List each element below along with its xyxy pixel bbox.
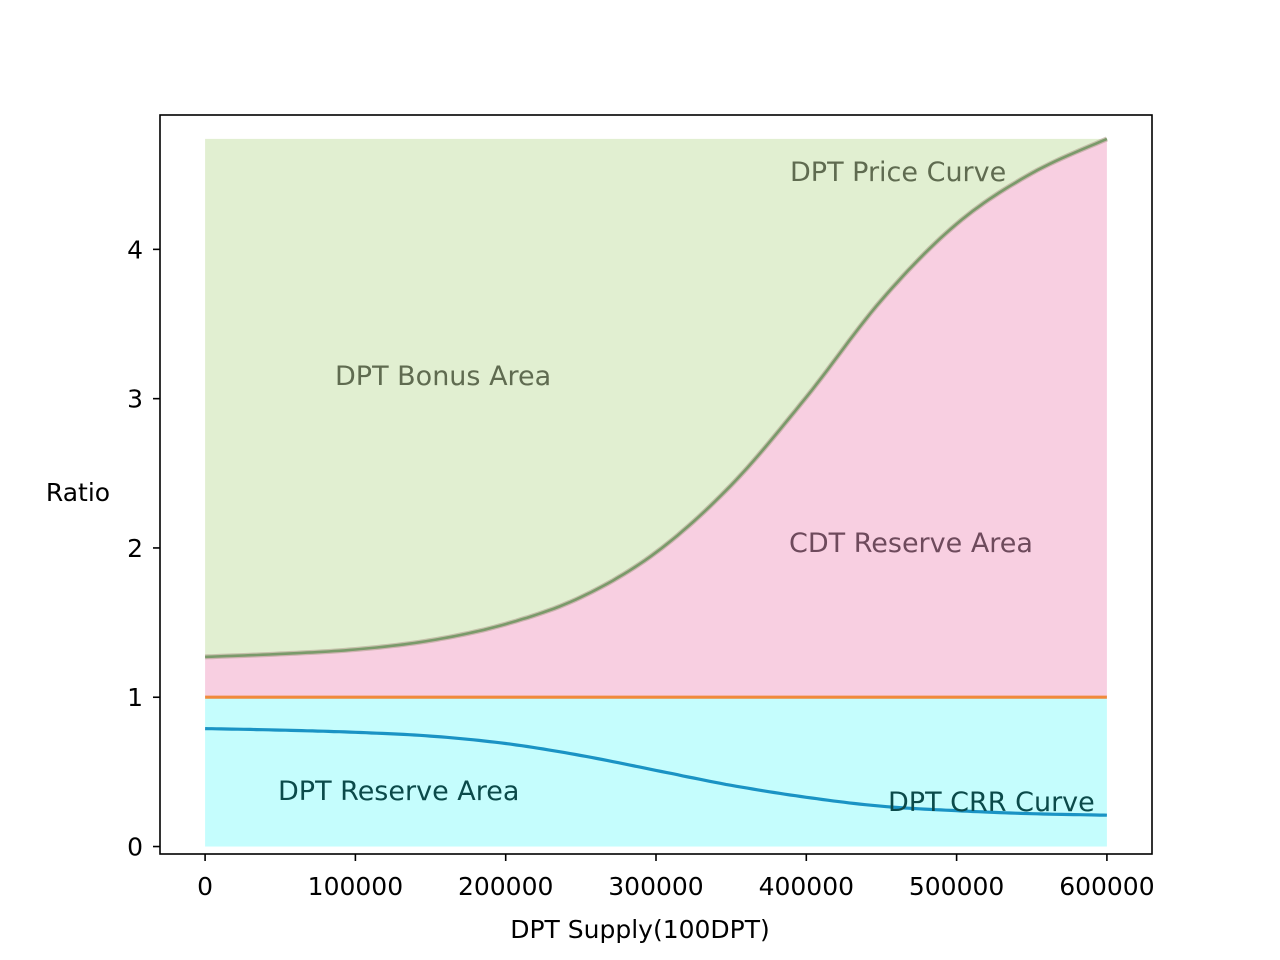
chart-regions [205, 138, 1107, 847]
axis-ticks: 0 100000 200000 300000 400000 500000 600000 0 1 2… [127, 235, 1155, 901]
x-tick-label: 0 [197, 872, 213, 901]
x-tick-label: 300000 [608, 872, 703, 901]
region-dpt-bonus-area [205, 138, 1107, 657]
x-tick-label: 400000 [759, 872, 854, 901]
x-tick-label: 600000 [1059, 872, 1154, 901]
y-axis-label: Ratio [46, 478, 110, 507]
annotation-crr-curve: DPT CRR Curve [888, 787, 1095, 818]
series-line-dpt-crr-curve [205, 727, 1107, 817]
region-cdt-reserve-area [205, 138, 1107, 698]
y-tick-label: 3 [127, 385, 143, 414]
series-line-dpt-price-curve [205, 137, 1108, 659]
annotation-dpt-reserve: DPT Reserve Area [278, 776, 519, 807]
annotation-price-curve: DPT Price Curve [790, 157, 1006, 188]
y-tick-label: 2 [127, 534, 143, 563]
x-tick-label: 500000 [909, 872, 1004, 901]
chart-series [205, 136, 1108, 817]
x-tick-label: 200000 [458, 872, 553, 901]
y-tick-label: 1 [127, 683, 143, 712]
x-tick-label: 100000 [308, 872, 403, 901]
annotation-cdt-reserve: CDT Reserve Area [789, 528, 1033, 559]
annotation-bonus-area: DPT Bonus Area [335, 361, 551, 392]
y-tick-label: 4 [127, 235, 143, 264]
y-tick-label: 0 [127, 833, 143, 862]
x-axis-label: DPT Supply(100DPT) [510, 915, 770, 944]
